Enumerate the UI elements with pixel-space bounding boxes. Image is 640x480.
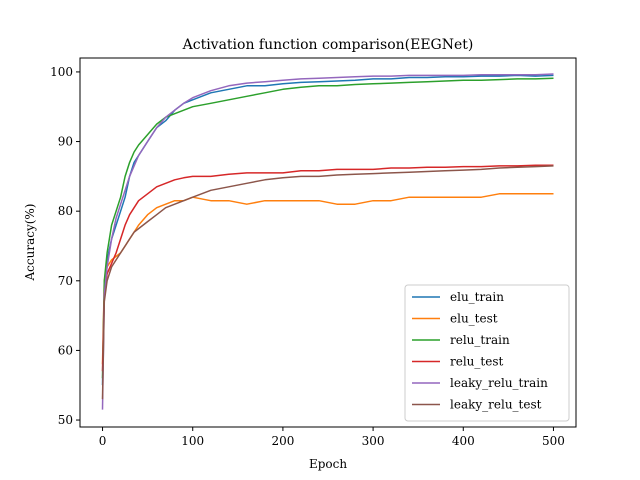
series-line-relu-train xyxy=(101,77,554,379)
legend-label: leaky_relu_test xyxy=(450,398,542,412)
y-tick-label: 90 xyxy=(58,135,73,149)
series-layer xyxy=(101,73,554,410)
y-tick-label: 80 xyxy=(58,204,73,218)
y-axis-ticks: 50 60 70 80 90 100 xyxy=(50,65,80,427)
legend-label: relu_train xyxy=(450,333,510,347)
legend-label: elu_test xyxy=(450,312,498,326)
x-tick-label: 100 xyxy=(181,434,204,448)
y-tick-label: 70 xyxy=(58,274,73,288)
axes-frame xyxy=(79,57,577,428)
legend-frame xyxy=(404,284,570,422)
legend: elu_train elu_test relu_train relu_testleak… xyxy=(404,284,570,422)
legend-label: relu_test xyxy=(450,355,503,369)
series-line-leaky-relu-test xyxy=(101,165,554,400)
x-axis-ticks: 0 100 200 300 400 500 xyxy=(99,427,565,448)
y-tick-label: 60 xyxy=(58,343,73,357)
x-tick-label: 500 xyxy=(542,434,565,448)
plot-area xyxy=(79,57,577,428)
x-tick-label: 400 xyxy=(452,434,475,448)
series-line-relu-test xyxy=(101,164,554,372)
chart-title: Activation function comparison(EEGNet) xyxy=(182,37,474,53)
x-tick-label: 200 xyxy=(271,434,294,448)
series-line-leaky-relu-train xyxy=(101,73,554,410)
y-tick-label: 100 xyxy=(50,65,73,79)
x-tick-label: 0 xyxy=(99,434,107,448)
series-line-elu-train xyxy=(101,74,554,386)
x-axis-label: Epoch xyxy=(309,457,347,471)
legend-label: elu_train xyxy=(450,290,504,304)
y-tick-label: 50 xyxy=(58,413,73,427)
y-axis-label: Accuracy(%) xyxy=(23,204,37,282)
legend-label: leaky_relu_train xyxy=(450,376,548,390)
x-tick-label: 300 xyxy=(362,434,385,448)
